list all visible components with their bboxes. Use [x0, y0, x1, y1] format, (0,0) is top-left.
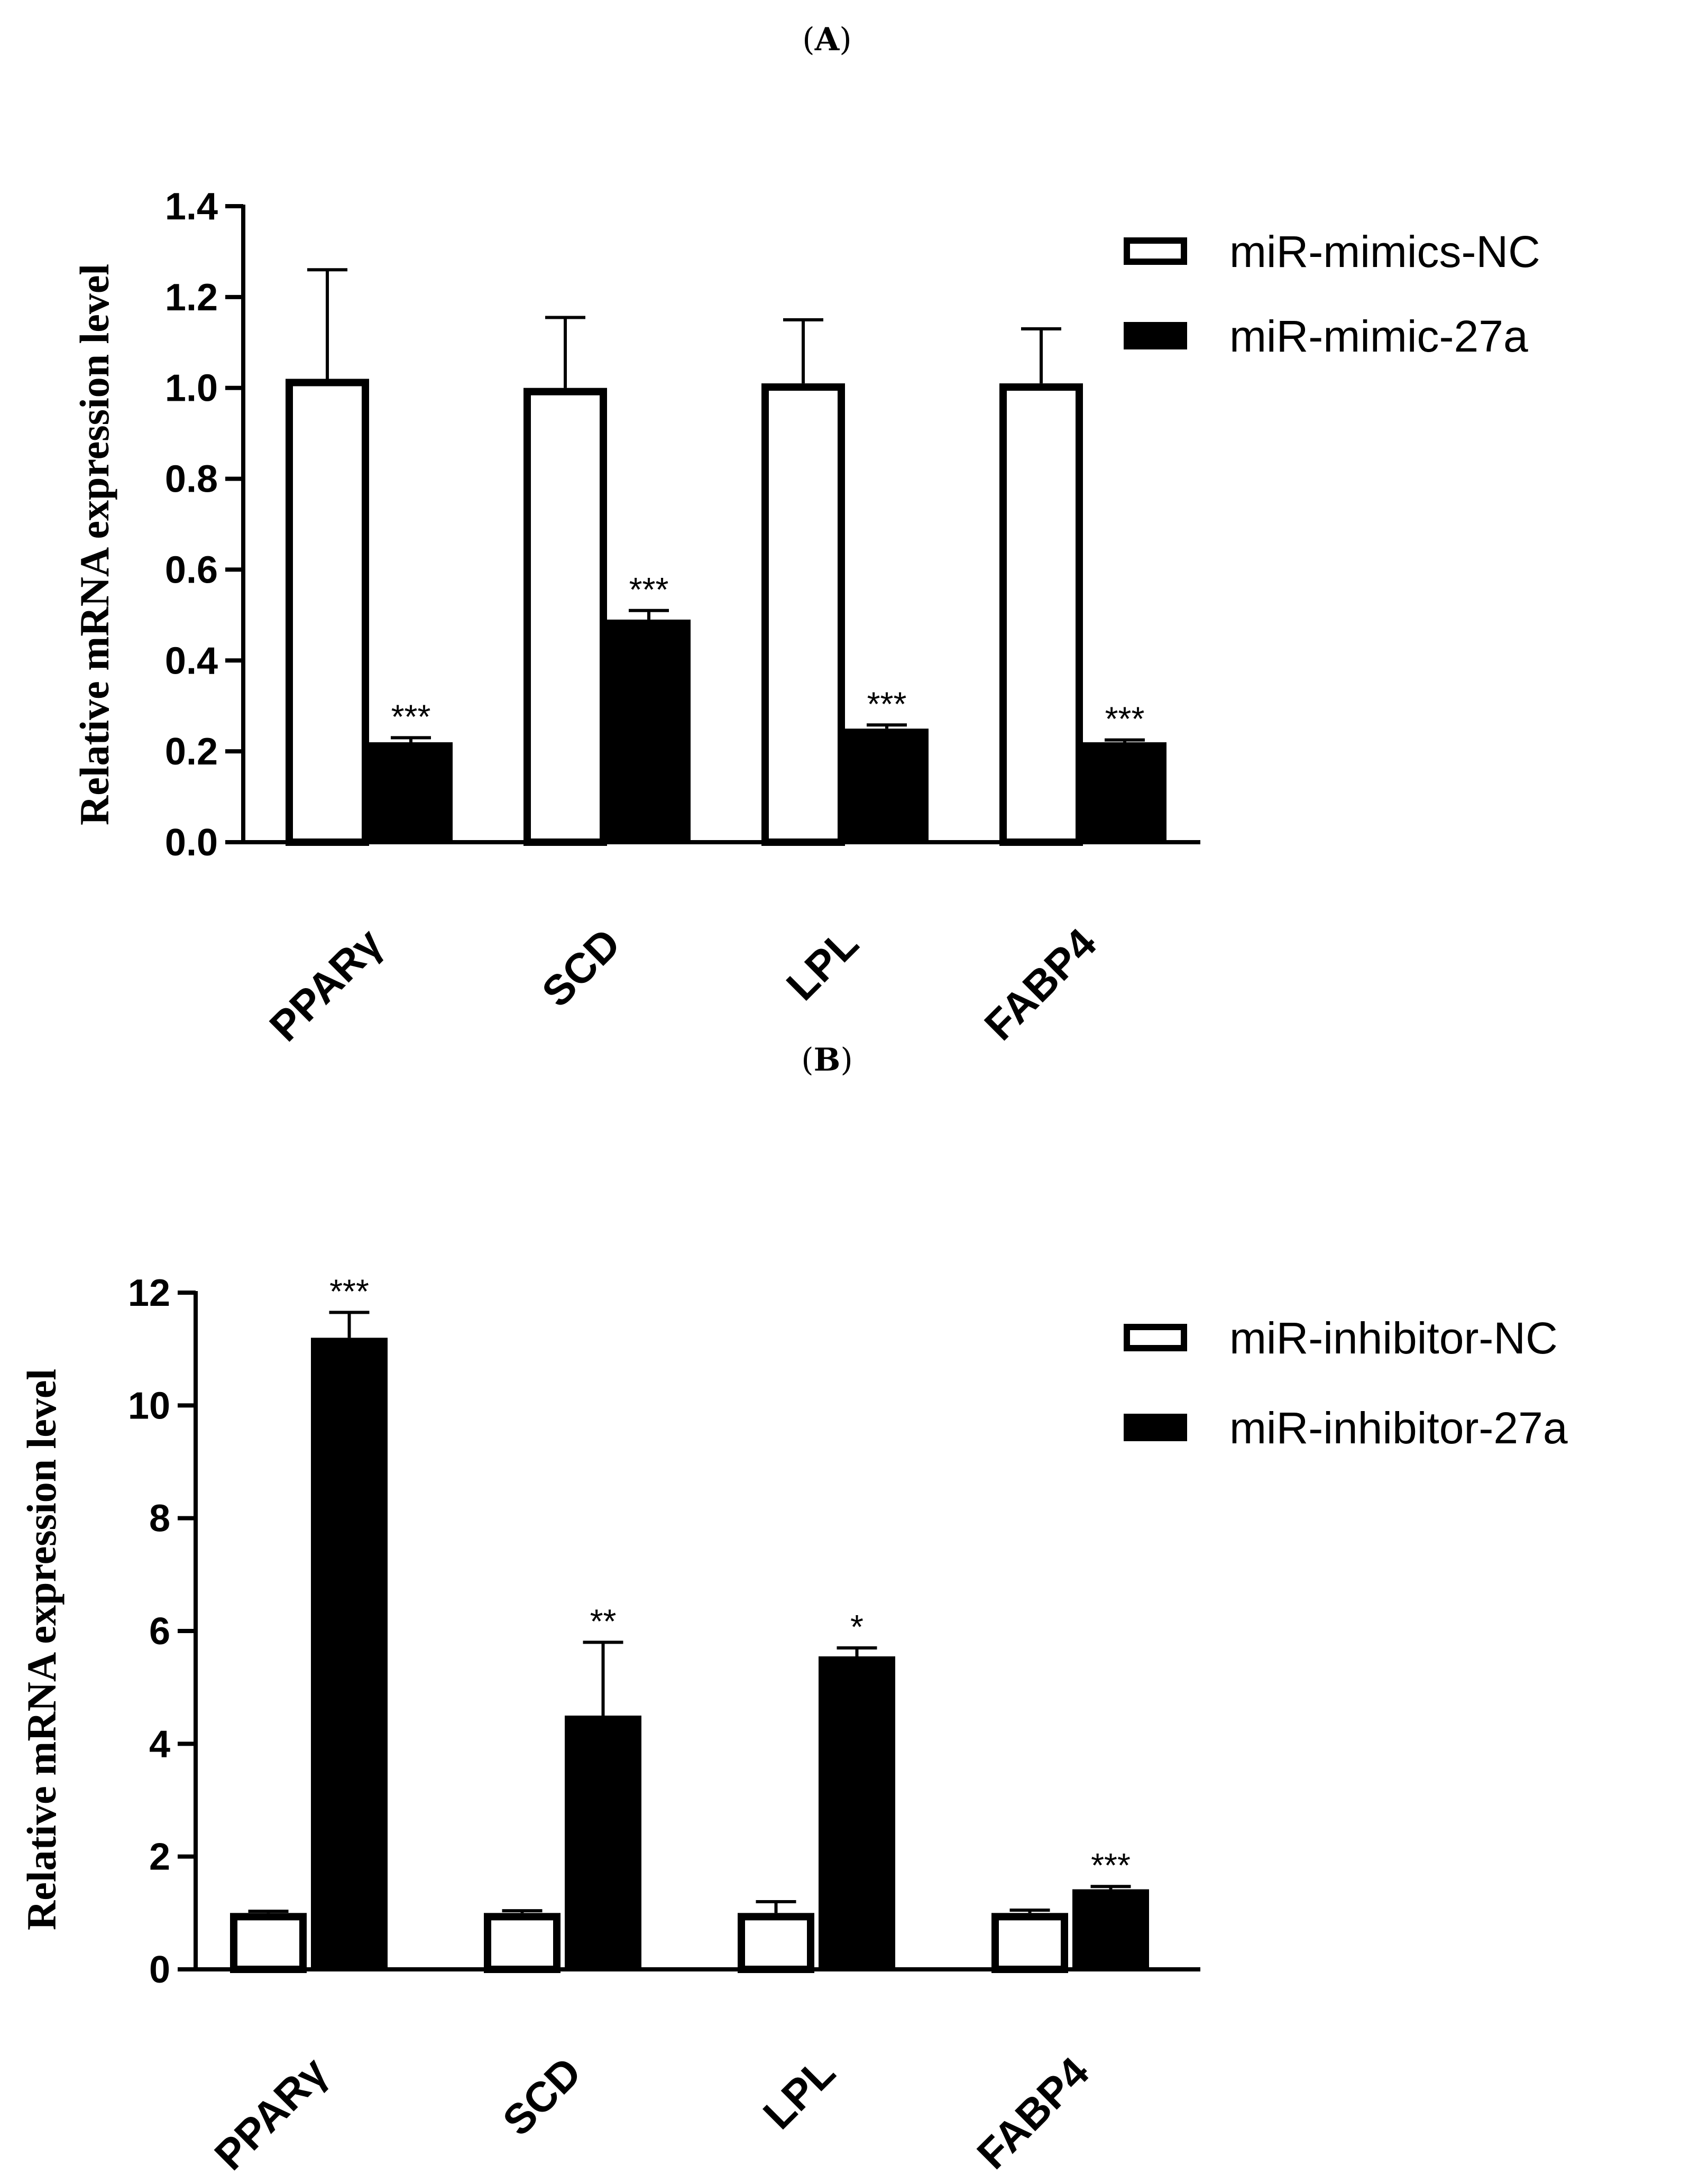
panel-a-category-label-0: PPARγ [261, 919, 392, 1050]
panel-b-y-tick-label-2: 4 [149, 1723, 170, 1765]
panel-b-significance-1-2: * [850, 1608, 864, 1646]
panel-b-bar-1-0 [311, 1338, 388, 1969]
panel-b-category-label-0: PPARγ [206, 2048, 337, 2179]
panel-b-category-label-2: LPL [754, 2048, 844, 2138]
panel-a-y-tick-label-5: 1.0 [165, 367, 218, 410]
panel-b-bar-0-3 [991, 1913, 1068, 1973]
panel-a-significance-1-3: *** [1105, 700, 1145, 738]
panel-b-legend: miR-inhibitor-NC miR-inhibitor-27a [1124, 1313, 1568, 1453]
panel-b-bar-1-1 [565, 1716, 641, 1969]
panel-b-y-tick-label-6: 12 [128, 1272, 170, 1314]
panel-b-bar-0-0 [230, 1913, 307, 1973]
panel-b-y-tick-label-1: 2 [149, 1836, 170, 1878]
panel-b-y-tick-label-3: 6 [149, 1610, 170, 1653]
panel-a-category-label-2: LPL [777, 919, 867, 1009]
panel-b-significance-1-3: *** [1091, 1846, 1131, 1884]
panel-a-bar-0-0 [286, 379, 369, 846]
panel-b-category-label-3: FABP4 [968, 2048, 1098, 2178]
panel-b-bar-1-3 [1072, 1889, 1149, 1969]
panel-b-letter: B [814, 1042, 841, 1079]
panel-a-bars: *** *** *** *** [286, 268, 1166, 846]
panel-a-category-label-3: FABP4 [976, 919, 1106, 1049]
panel-a-significance-1-2: *** [867, 685, 907, 723]
panel-a-legend-label-0: miR-mimics-NC [1229, 227, 1540, 277]
panel-a-label: (A) [802, 21, 851, 58]
panel-b-legend-swatch-0 [1124, 1324, 1187, 1351]
panel-a-bar-1-2 [845, 729, 929, 842]
panel-b-y-axis-label: Relative mRNA expression level [19, 1369, 65, 1930]
panel-b-legend-label-0: miR-inhibitor-NC [1229, 1313, 1558, 1363]
panel-a-y-tick-label-1: 0.2 [165, 731, 218, 773]
panel-a-y-axis-label: Relative mRNA expression level [71, 264, 117, 825]
panel-a: (A) Relative mRNA expression level *****… [71, 21, 1540, 1050]
panel-a-y-tick-label-3: 0.6 [165, 549, 218, 591]
panel-a-bar-0-3 [999, 383, 1083, 846]
panel-a-bar-1-1 [607, 619, 691, 842]
panel-a-bar-1-0 [369, 742, 453, 842]
panel-b-legend-swatch-1 [1124, 1414, 1187, 1441]
panel-a-significance-1-1: *** [629, 570, 669, 609]
panel-b-significance-1-0: *** [329, 1272, 369, 1310]
panel-a-legend-label-1: miR-mimic-27a [1229, 311, 1528, 361]
panel-b-bars: ***** **** [230, 1272, 1149, 1973]
panel-a-legend: miR-mimics-NC miR-mimic-27a [1124, 227, 1540, 361]
panel-a-letter: A [814, 21, 840, 58]
panel-b-y-tick-label-4: 8 [149, 1498, 170, 1540]
panel-b-category-label-1: SCD [494, 2048, 590, 2144]
panel-a-significance-1-0: *** [391, 697, 431, 735]
panel-b-bar-0-2 [738, 1913, 814, 1973]
panel-b-axes: 0 2 4 6 8 10 12 PPARγ SCD LPL FABP4 [128, 1272, 1200, 2179]
panel-b-bar-0-1 [484, 1913, 561, 1973]
panel-b-legend-label-1: miR-inhibitor-27a [1229, 1403, 1568, 1453]
panel-a-y-tick-label-4: 0.8 [165, 458, 218, 501]
panel-a-y-tick-label-7: 1.4 [165, 186, 218, 228]
panel-a-legend-swatch-0 [1124, 237, 1187, 265]
panel-a-bar-1-3 [1083, 742, 1166, 842]
panel-a-legend-swatch-1 [1124, 322, 1187, 349]
panel-b: (B) Relative mRNA expression level *****… [19, 1042, 1568, 2179]
panel-a-y-tick-label-2: 0.4 [165, 640, 218, 682]
panel-b-significance-1-1: ** [590, 1602, 617, 1640]
panel-b-label: (B) [801, 1042, 853, 1079]
panel-a-bar-0-1 [523, 388, 607, 846]
panel-b-y-tick-label-5: 10 [128, 1385, 170, 1427]
panel-a-y-tick-label-6: 1.2 [165, 277, 218, 319]
panel-b-bar-1-2 [819, 1656, 895, 1969]
panel-a-bar-0-2 [761, 383, 845, 846]
panel-a-category-label-1: SCD [533, 919, 629, 1016]
panel-a-y-tick-label-0: 0.0 [165, 822, 218, 864]
panel-b-y-tick-label-0: 0 [149, 1949, 170, 1991]
